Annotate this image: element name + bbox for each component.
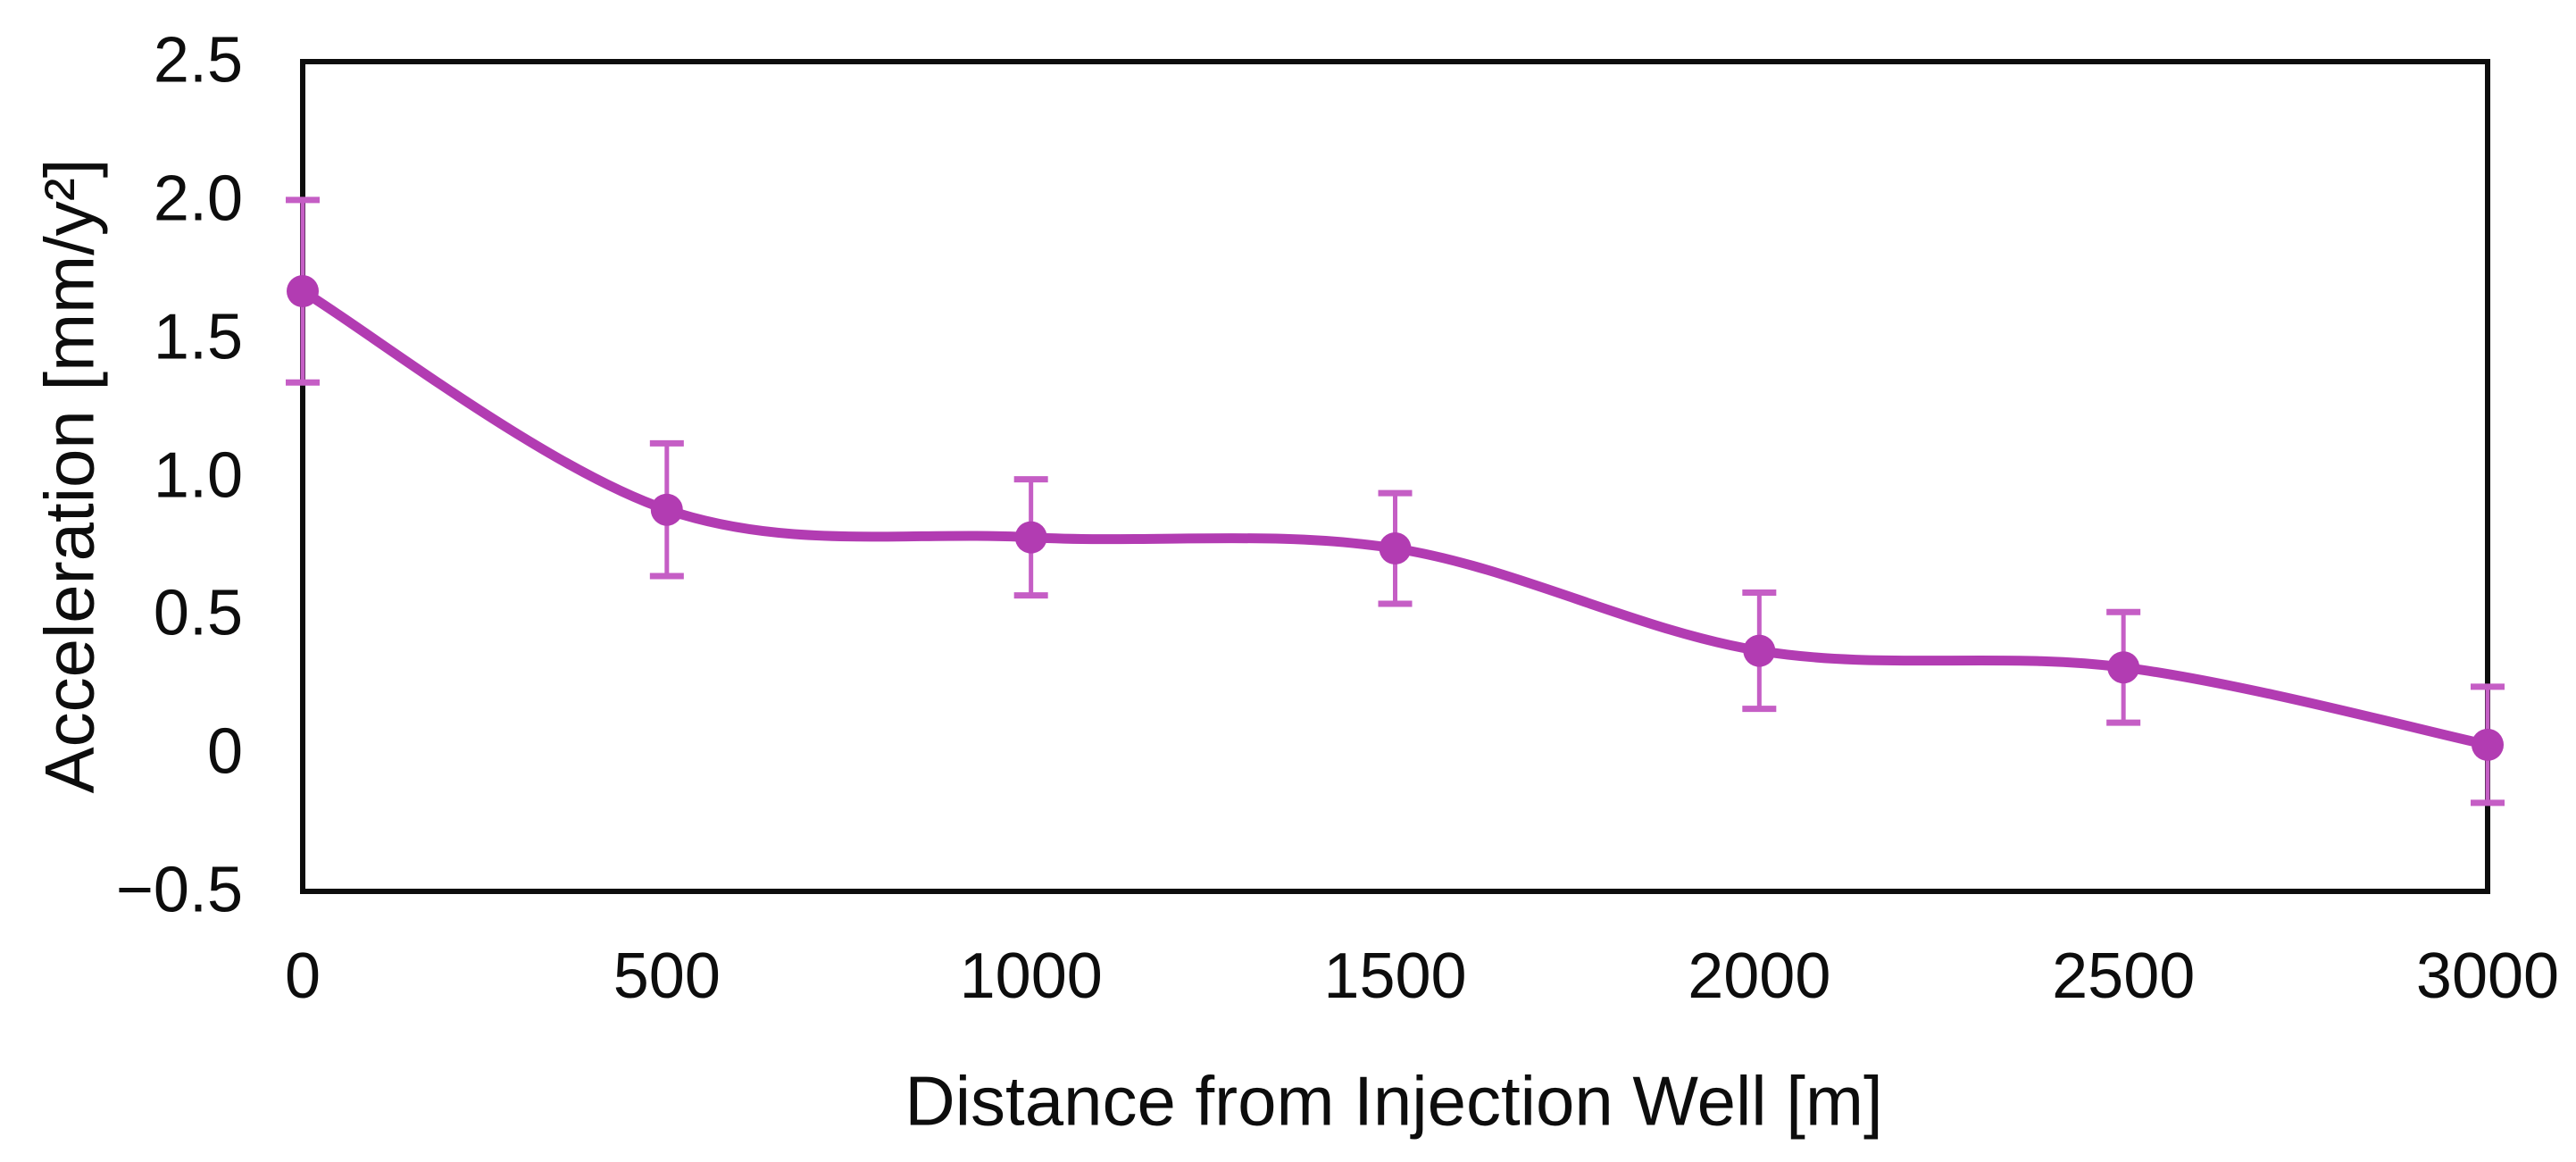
y-tick-label: 0.5: [153, 577, 243, 649]
x-tick-label: 2500: [2052, 940, 2196, 1012]
x-tick-label: 3000: [2415, 940, 2560, 1012]
data-point: [1743, 634, 1776, 667]
y-tick-label: 1.5: [153, 301, 243, 373]
y-tick-label: 2.0: [153, 163, 243, 235]
x-tick-label: 0: [284, 940, 321, 1012]
data-point: [287, 275, 319, 307]
y-tick-label: 1.0: [153, 439, 243, 511]
data-point: [2107, 651, 2140, 684]
x-tick-label: 2000: [1688, 940, 1831, 1012]
y-tick-label: −0.5: [115, 854, 243, 926]
x-tick-label: 1000: [959, 940, 1103, 1012]
data-point: [1014, 521, 1047, 554]
y-tick-label: 2.5: [153, 24, 243, 96]
data-point: [650, 493, 683, 526]
y-tick-label: 0: [206, 715, 243, 788]
y-axis-title: Acceleration [mm/y²]: [29, 158, 109, 794]
x-axis-title: Distance from Injection Well [m]: [905, 1061, 1883, 1141]
data-point: [2472, 728, 2504, 761]
x-tick-label: 500: [613, 940, 721, 1012]
plot-border: [300, 59, 2490, 894]
data-point: [1379, 532, 1412, 564]
x-tick-label: 1500: [1323, 940, 1467, 1012]
